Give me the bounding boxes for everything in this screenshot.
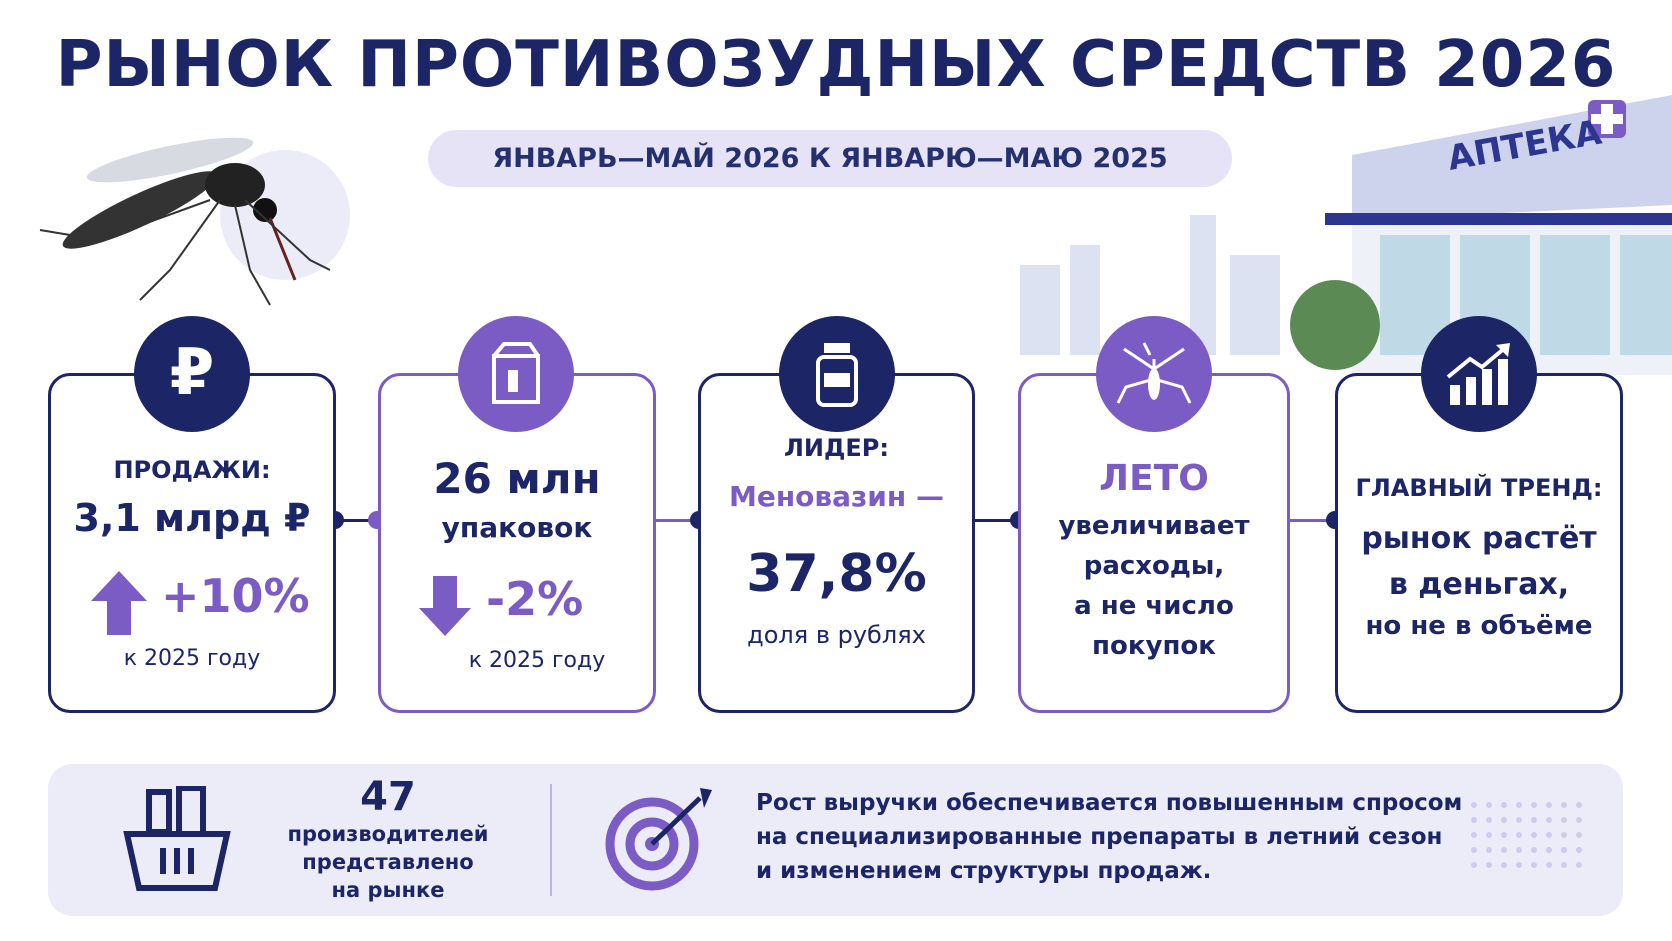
card-label: ЛЕТО (1099, 458, 1209, 499)
text-line: расходы, (1083, 551, 1225, 581)
text-line: в деньгах, (1388, 567, 1570, 602)
up-arrow (91, 571, 147, 635)
dots-decoration (1471, 802, 1582, 868)
basket-icon (123, 786, 231, 891)
text-line: а не число (1074, 591, 1234, 621)
card-note: доля в рублях (747, 621, 926, 649)
icon-mosquito (1096, 316, 1212, 432)
divider (550, 784, 552, 896)
text-line: рынок растёт (1361, 521, 1597, 556)
mosquito-illustration (39, 137, 350, 306)
icon-package (458, 316, 574, 432)
card-value: 37,8% (746, 544, 927, 604)
footer-panel: 47 производителей представлено на рынке Ро… (48, 764, 1623, 916)
card-label: ГЛАВНЫЙ ТРЕНД: (1355, 474, 1603, 502)
connector (656, 519, 698, 522)
text-line: Рост выручки обеспечивается повышенным с… (756, 790, 1463, 816)
connector (1290, 519, 1335, 522)
target-icon (605, 788, 712, 891)
card-label: ЛИДЕР: (784, 434, 889, 462)
down-arrow (419, 576, 471, 636)
card-change: -2% (486, 572, 584, 626)
card-label: ПРОДАЖИ: (113, 456, 271, 484)
footer-text: Рост выручки обеспечивается повышенным с… (756, 786, 1462, 888)
card-unit: упаковок (441, 511, 593, 544)
card-note: к 2025 году (468, 648, 606, 673)
card-lines: рынок растёт в деньгах, (1338, 516, 1620, 608)
text-line: на специализированные препараты в летний… (756, 824, 1443, 850)
text-line: производителей (287, 822, 489, 846)
card-note: к 2025 году (123, 646, 261, 671)
text-line: увеличивает (1058, 511, 1250, 541)
icon-ruble: ₽ (134, 316, 250, 432)
connector (975, 519, 1018, 522)
card-leader-name: Меновазин — (728, 480, 945, 513)
card-note: но не в объёме (1365, 611, 1593, 641)
icon-growth (1421, 316, 1537, 432)
icon-bottle (779, 316, 895, 432)
text-line: и изменением структуры продаж. (756, 858, 1212, 884)
text-line: покупок (1092, 631, 1216, 661)
subtitle: ЯНВАРЬ—МАЙ 2026 К ЯНВАРЮ—МАЮ 2025 (428, 130, 1232, 187)
svg-text:₽: ₽ (170, 339, 215, 409)
producers-lines: производителей представлено на рынке (273, 820, 503, 904)
text-line: представлено (302, 850, 474, 874)
producers-block: 47 производителей представлено на рынке (273, 774, 503, 904)
card-change: +10% (161, 569, 310, 623)
title: РЫНОК ПРОТИВОЗУДНЫХ СРЕДСТВ 2026 (55, 28, 1617, 102)
card-lines: увеличивает расходы, а не число покупок (1021, 506, 1287, 666)
connector (336, 519, 378, 522)
card-value: 3,1 млрд ₽ (73, 496, 311, 540)
text-line: на рынке (331, 878, 445, 902)
card-value: 26 млн (433, 454, 601, 503)
producers-count: 47 (360, 774, 416, 820)
